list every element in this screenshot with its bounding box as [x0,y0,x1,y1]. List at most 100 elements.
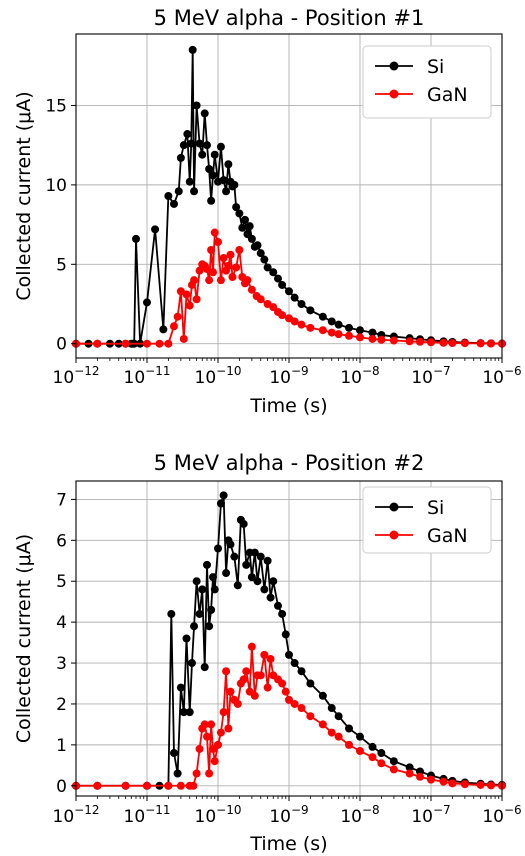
data-point [278,311,287,320]
data-point [290,699,299,708]
data-point [274,274,283,283]
y-tick-label: 10 [45,176,67,196]
data-point [377,335,386,344]
chart-1: 5 MeV alpha - Position #1 10−12 10−11 10−10… [13,6,522,417]
data-point [164,192,173,200]
data-point [132,234,141,243]
data-point [226,687,235,696]
data-point [327,317,336,326]
data-point [345,740,354,749]
data-point [285,650,293,659]
data-point [207,246,216,254]
data-point [159,325,168,334]
data-point [247,285,256,294]
data-point [185,177,194,186]
data-point [235,209,244,218]
data-point [253,241,262,250]
x-tick-label: 10−7 [411,364,450,388]
data-point [210,757,219,766]
data-point [256,295,265,304]
data-point [439,338,448,347]
data-point [155,339,164,348]
data-point [200,663,209,672]
y-axis-label: Collected current (μA) [13,534,35,743]
x-tick-label: 10−8 [340,364,379,388]
data-point [345,724,354,733]
data-point [210,585,219,594]
data-point [356,747,364,755]
data-point [278,679,287,688]
legend-label: Si [427,497,444,519]
x-tick-label: 10−8 [340,803,379,827]
data-point [253,577,262,586]
data-point [182,290,191,299]
legend-marker [389,530,399,540]
data-point [198,150,207,159]
data-point [368,742,377,751]
data-point [224,724,233,733]
y-tick-label: 15 [45,96,67,116]
data-point [260,650,269,659]
data-point [198,585,207,594]
data-point [207,605,216,614]
data-point [306,323,315,332]
data-point [93,781,102,790]
data-point [416,772,425,781]
data-point [266,593,275,602]
data-point [233,581,242,590]
data-point [192,577,201,586]
data-point [306,712,315,721]
data-point [203,265,212,274]
series-gan [72,228,506,348]
data-point [334,732,343,741]
legend-marker [389,61,399,71]
data-point [205,769,214,778]
data-point [210,150,219,159]
x-tick-label: 10−11 [124,803,171,827]
data-point [222,667,231,676]
data-point [405,763,414,772]
data-point [448,779,457,788]
data-point [290,659,299,668]
data-point [216,142,225,151]
data-point [269,577,278,586]
data-point [389,336,398,345]
data-point [334,320,343,329]
data-point [219,491,228,500]
data-point [179,334,188,343]
data-point [297,300,306,308]
data-point [216,276,225,285]
chart-title: 5 MeV alpha - Position #2 [154,451,425,475]
data-point [356,333,364,342]
data-point [192,101,201,110]
data-point [169,322,178,331]
chart-2: 5 MeV alpha - Position #2 10−12 10−11 10−10… [13,451,522,855]
data-point [405,769,414,778]
data-point [185,708,194,717]
data-point [368,328,377,337]
data-point [208,171,217,180]
chart-title: 5 MeV alpha - Position #1 [154,6,425,30]
legend: Si GaN [362,45,492,119]
data-point [356,326,364,335]
data-point [250,548,259,557]
data-point [164,781,173,790]
data-point [318,326,327,335]
data-point [345,323,354,332]
data-point [233,699,242,708]
data-point [214,544,222,553]
y-tick-label: 0 [56,335,67,355]
data-point [281,687,290,696]
x-tick-label: 10−6 [482,364,521,388]
data-point [173,312,182,321]
data-point [208,268,217,277]
data-point [427,775,435,784]
data-point [278,280,287,289]
data-point [203,732,212,741]
data-point [226,250,235,259]
data-point [190,622,199,631]
data-point [176,153,185,162]
data-point [245,222,254,231]
data-point [327,704,336,713]
y-tick-label: 0 [56,777,67,797]
